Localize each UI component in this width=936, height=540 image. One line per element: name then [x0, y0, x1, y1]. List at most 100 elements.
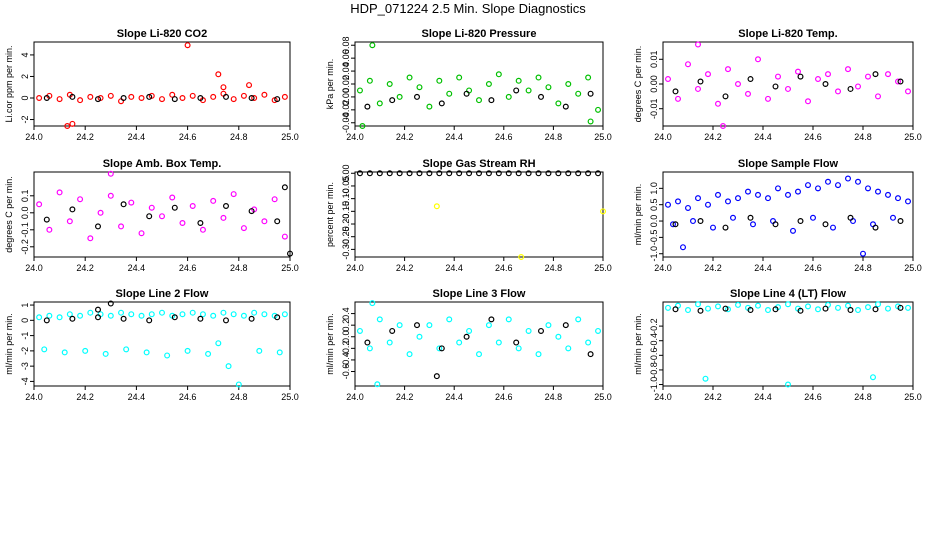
point-main [804, 303, 811, 310]
point-main [205, 350, 212, 357]
point-main [466, 327, 473, 334]
y-axis-label: degrees C per min. [4, 176, 14, 253]
x-tick-label: 24.6 [179, 392, 197, 402]
point-main [220, 309, 227, 316]
point-main [199, 311, 206, 318]
y-tick-label: 0.00 [341, 165, 351, 183]
point-main [97, 209, 104, 216]
point-main [426, 103, 433, 110]
point-main [261, 311, 268, 318]
point-overlay [107, 300, 114, 307]
point-main [719, 122, 726, 129]
point-overlay [438, 100, 445, 107]
point-main [230, 311, 237, 318]
x-tick-label: 24.6 [804, 263, 822, 273]
point-main [854, 83, 861, 90]
point-main [565, 80, 572, 87]
point-main [515, 345, 522, 352]
point-overlay [847, 214, 854, 221]
point-main [485, 80, 492, 87]
point-main [904, 304, 911, 311]
y-tick-label: -0.25 [341, 226, 351, 247]
point-overlay [897, 218, 904, 225]
y-tick-label: -1.0 [649, 246, 659, 262]
point-overlay [772, 306, 779, 313]
point-overlay [747, 307, 754, 314]
point-overlay [847, 307, 854, 314]
point-main [754, 302, 761, 309]
point-main [525, 327, 532, 334]
y-tick-label: 0.00 [341, 88, 351, 106]
point-overlay [120, 315, 127, 322]
y-axis-label: ml/min per min. [633, 313, 643, 375]
point-main [107, 312, 114, 319]
point-main [261, 91, 268, 98]
point-main [724, 198, 731, 205]
point-overlay [274, 218, 281, 225]
point-main [102, 350, 109, 357]
point-overlay [281, 184, 288, 191]
point-main [545, 322, 552, 329]
point-main [834, 304, 841, 311]
point-main [595, 106, 602, 113]
x-tick-label: 24.4 [128, 132, 146, 142]
point-overlay [396, 170, 403, 177]
y-tick-label: -2 [20, 347, 30, 355]
point-main [374, 381, 381, 388]
point-overlay [248, 94, 255, 101]
point-main [684, 61, 691, 68]
point-overlay [822, 305, 829, 312]
point-overlay [535, 170, 542, 177]
point-overlay [120, 94, 127, 101]
plot-frame [33, 41, 291, 127]
x-tick-label: 24.8 [545, 132, 563, 142]
x-tick-label: 24.6 [804, 132, 822, 142]
y-tick-label: 0.0 [20, 207, 30, 220]
point-main [784, 85, 791, 92]
point-overlay [505, 170, 512, 177]
point-overlay [463, 90, 470, 97]
point-overlay [463, 333, 470, 340]
point-overlay [146, 317, 153, 324]
x-tick-label: 24.8 [854, 263, 872, 273]
point-main [814, 76, 821, 83]
point-main [754, 191, 761, 198]
point-main [240, 312, 247, 319]
point-overlay [495, 170, 502, 177]
point-main [366, 77, 373, 84]
point-main [36, 314, 43, 321]
point-main [764, 95, 771, 102]
point-main [744, 188, 751, 195]
y-tick-label: -0.6 [649, 348, 659, 364]
point-overlay [747, 76, 754, 83]
point-main [416, 84, 423, 91]
point-main [829, 224, 836, 231]
point-overlay [146, 213, 153, 220]
point-overlay [847, 85, 854, 92]
point-main [66, 218, 73, 225]
y-tick-label: 0.00 [649, 75, 659, 93]
point-overlay [697, 218, 704, 225]
point-main [599, 208, 606, 215]
point-main [674, 95, 681, 102]
point-main [684, 204, 691, 211]
point-main [240, 92, 247, 99]
point-main [844, 302, 851, 309]
point-overlay [672, 221, 679, 228]
point-main [874, 93, 881, 100]
point-overlay [171, 314, 178, 321]
point-main [159, 96, 166, 103]
point-main [724, 66, 731, 73]
point-main [894, 78, 901, 85]
x-tick-label: 24.8 [545, 392, 563, 402]
point-main [36, 94, 43, 101]
y-tick-label: 2 [20, 74, 30, 79]
point-overlay [515, 170, 522, 177]
y-tick-label: -0.2 [341, 341, 351, 357]
point-main [709, 224, 716, 231]
point-main [774, 73, 781, 80]
x-tick-label: 24.0 [654, 392, 672, 402]
point-overlay [722, 93, 729, 100]
y-axis-label: kPa per min. [325, 59, 335, 110]
